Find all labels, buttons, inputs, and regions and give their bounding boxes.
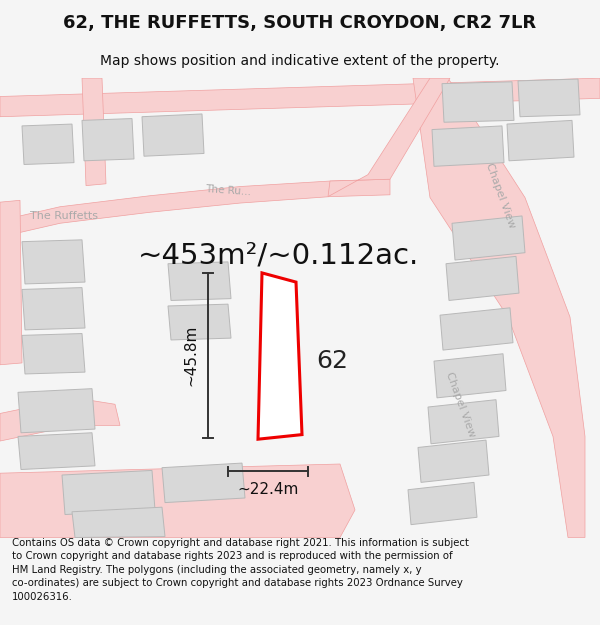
Polygon shape [82, 78, 106, 186]
Text: Chapel View: Chapel View [443, 370, 476, 438]
Polygon shape [142, 114, 204, 156]
Polygon shape [0, 78, 600, 117]
Polygon shape [328, 78, 450, 197]
Polygon shape [168, 304, 231, 340]
Polygon shape [518, 79, 580, 117]
Text: 62: 62 [316, 349, 348, 373]
Polygon shape [413, 78, 585, 538]
Text: Chapel View: Chapel View [484, 162, 517, 230]
Polygon shape [0, 201, 22, 365]
Text: Contains OS data © Crown copyright and database right 2021. This information is : Contains OS data © Crown copyright and d… [12, 538, 469, 602]
Polygon shape [432, 126, 504, 166]
Polygon shape [428, 400, 499, 444]
Polygon shape [0, 464, 355, 538]
Polygon shape [72, 507, 165, 538]
Text: The Ru...: The Ru... [205, 184, 251, 197]
Polygon shape [440, 308, 513, 350]
Polygon shape [18, 432, 95, 469]
Polygon shape [18, 389, 95, 432]
Polygon shape [22, 240, 85, 284]
Text: 62, THE RUFFETTS, SOUTH CROYDON, CR2 7LR: 62, THE RUFFETTS, SOUTH CROYDON, CR2 7LR [64, 14, 536, 32]
Polygon shape [418, 440, 489, 483]
Text: ~453m²/~0.112ac.: ~453m²/~0.112ac. [138, 241, 419, 269]
Polygon shape [22, 124, 74, 164]
Polygon shape [62, 471, 155, 514]
Polygon shape [162, 463, 245, 503]
Text: Map shows position and indicative extent of the property.: Map shows position and indicative extent… [100, 54, 500, 68]
Polygon shape [22, 288, 85, 330]
Polygon shape [0, 179, 390, 237]
Text: ~22.4m: ~22.4m [238, 482, 299, 498]
Polygon shape [22, 334, 85, 374]
Polygon shape [442, 82, 514, 122]
Text: The Ruffetts: The Ruffetts [30, 211, 98, 221]
Polygon shape [82, 119, 134, 161]
Polygon shape [446, 256, 519, 301]
Polygon shape [258, 273, 302, 439]
Polygon shape [168, 262, 231, 301]
Polygon shape [408, 482, 477, 524]
Polygon shape [434, 354, 506, 398]
Polygon shape [507, 121, 574, 161]
Text: ~45.8m: ~45.8m [183, 325, 198, 386]
Polygon shape [0, 398, 120, 441]
Polygon shape [452, 216, 525, 260]
